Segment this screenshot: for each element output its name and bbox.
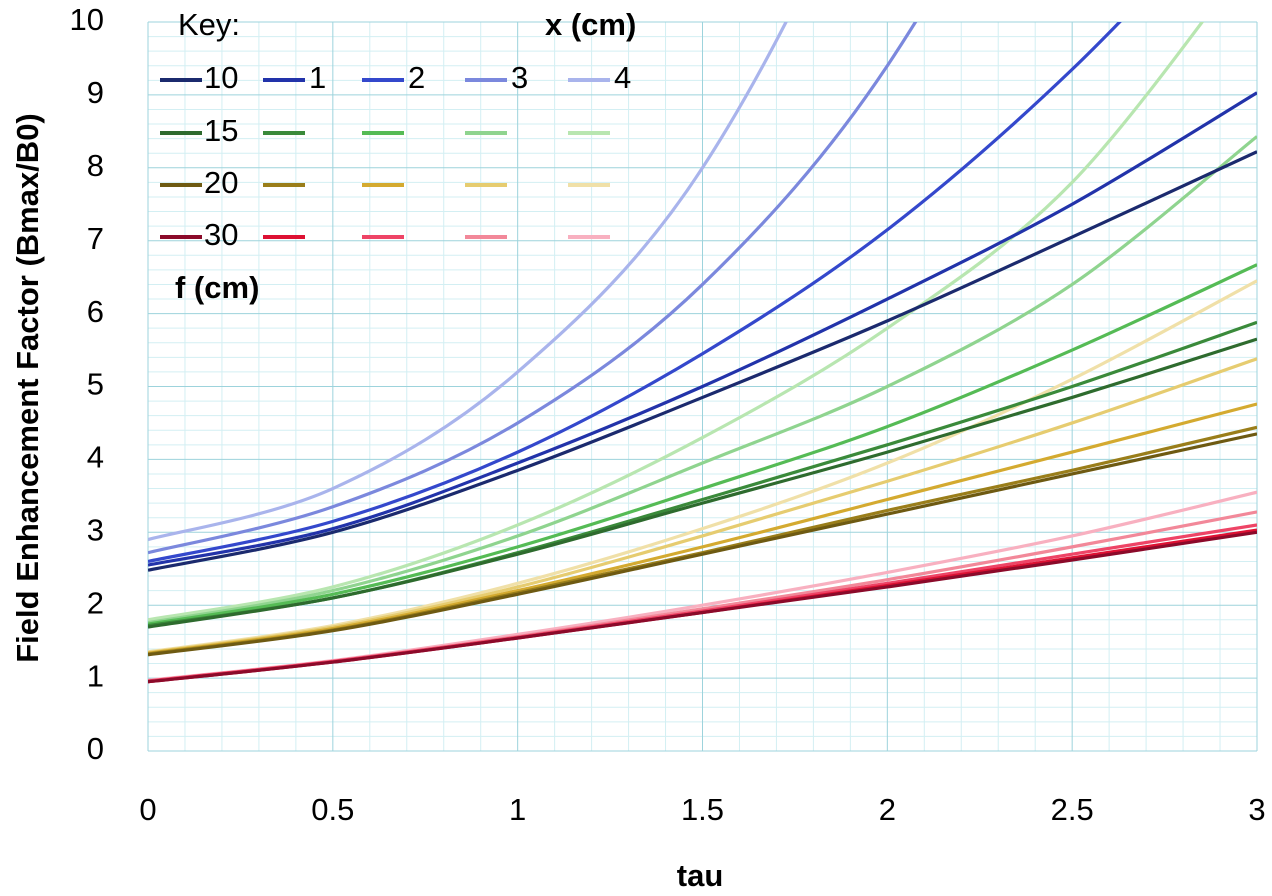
series-line: [148, 22, 1205, 622]
legend-column-label: 2: [408, 60, 425, 95]
legend-row-title: f (cm): [175, 270, 259, 305]
y-tick-label: 3: [87, 512, 104, 547]
x-tick-label: 0.5: [311, 792, 354, 827]
legend-row-label: 30: [204, 217, 238, 252]
legend-column-title: x (cm): [545, 7, 636, 42]
y-tick-label: 4: [87, 440, 104, 475]
x-tick-label: 0: [139, 792, 156, 827]
series-line: [148, 91, 1257, 567]
legend-column-label: 1: [309, 60, 326, 95]
y-tick-label: 6: [87, 294, 104, 329]
y-tick-label: 9: [87, 75, 104, 110]
legend-column-label: 3: [511, 60, 528, 95]
y-tick-label: 8: [87, 148, 104, 183]
series-line: [148, 530, 1257, 684]
series-line: [148, 432, 1257, 657]
series-line: [148, 22, 788, 542]
plot-lines: [148, 22, 1257, 684]
y-tick-label: 5: [87, 367, 104, 402]
x-tick-label: 1: [509, 792, 526, 827]
legend-title: Key:: [178, 7, 240, 42]
series-line: [148, 337, 1257, 629]
x-tick-label: 2.5: [1051, 792, 1094, 827]
series-line: [148, 22, 918, 555]
grid: [147, 21, 1258, 752]
series-line: [148, 135, 1257, 625]
y-tick-label: 7: [87, 221, 104, 256]
y-tick-label: 10: [70, 2, 104, 37]
series-line: [148, 150, 1257, 572]
x-tick-label: 1.5: [681, 792, 724, 827]
x-tick-label: 2: [879, 792, 896, 827]
x-tick-label: 3: [1248, 792, 1265, 827]
y-tick-label: 0: [87, 731, 104, 766]
legend-row-label: 15: [204, 113, 238, 148]
series-line: [148, 22, 1122, 564]
y-tick-label: 1: [87, 658, 104, 693]
legend-row-label: 10: [204, 60, 238, 95]
y-axis-title: Field Enhancement Factor (Bmax/B0): [10, 113, 45, 663]
series-line: [148, 263, 1257, 626]
legend-row-label: 20: [204, 165, 238, 200]
x-axis-title: tau: [677, 858, 724, 893]
y-tick-label: 2: [87, 585, 104, 620]
legend-column-label: 4: [614, 60, 631, 95]
